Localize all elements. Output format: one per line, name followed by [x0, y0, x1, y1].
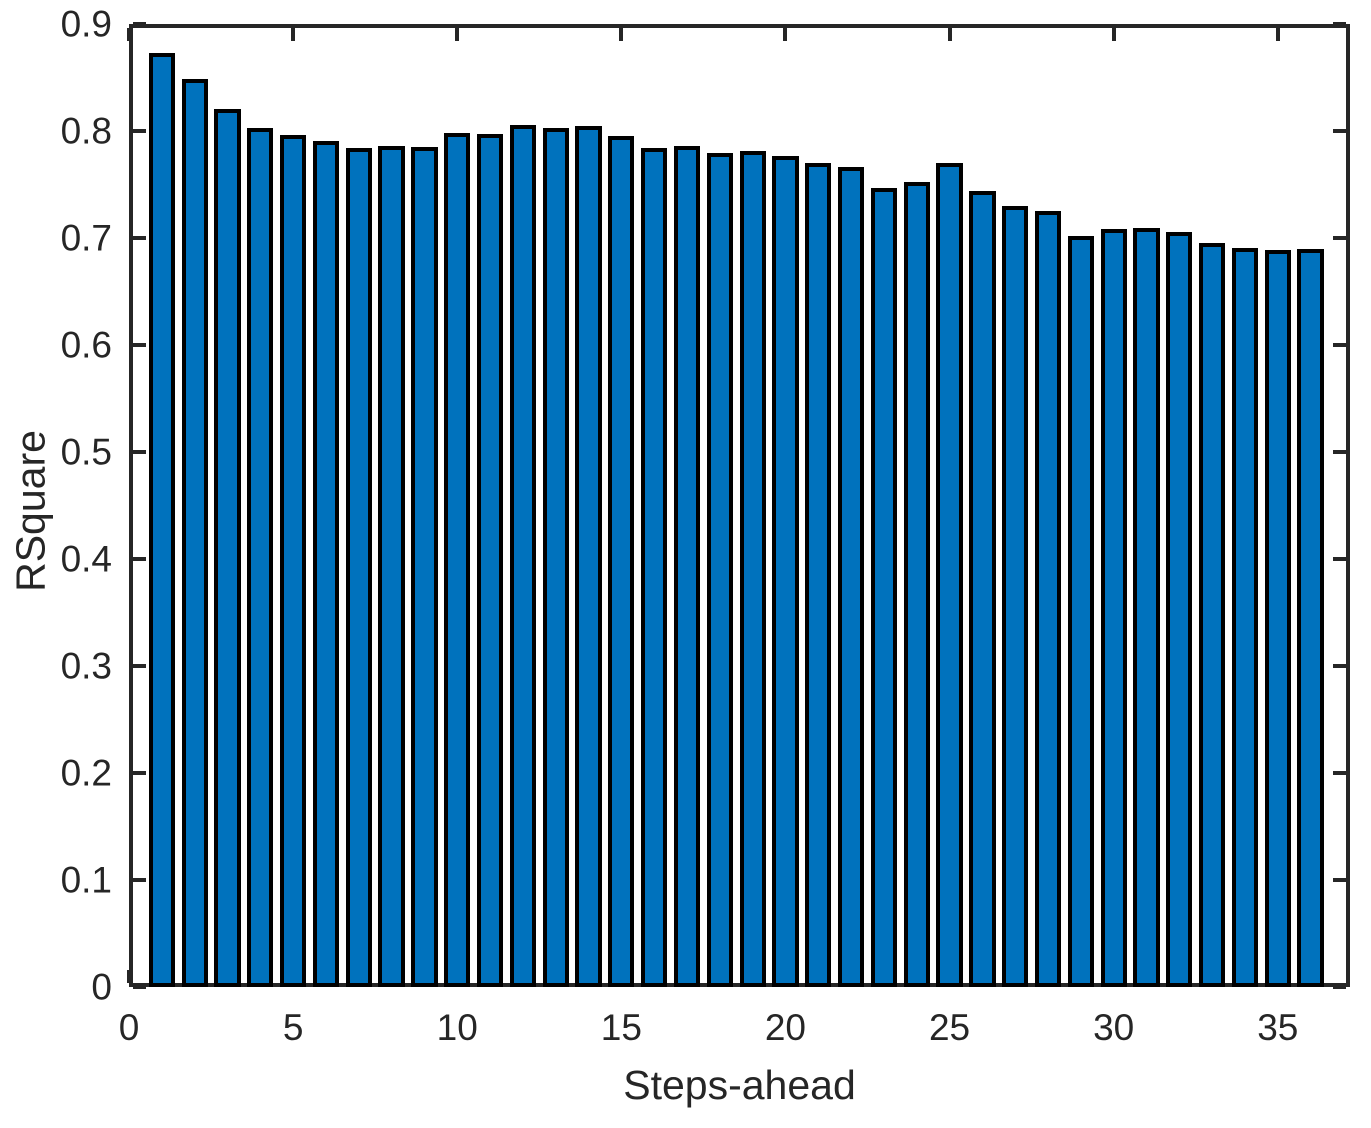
bar	[1002, 205, 1029, 987]
y-tick-label: 0.7	[60, 217, 112, 259]
plot-area: 0 5 10 15 20 25 30 35 0 0.1 0.2 0.3 0.4 0.5 0.6 0.7 0.8 0…	[61, 6, 1350, 1106]
bar	[903, 182, 930, 987]
bar	[411, 147, 438, 987]
bar	[476, 134, 504, 987]
bar	[1067, 235, 1094, 987]
y-axis-tick	[1333, 22, 1346, 26]
bar	[1199, 243, 1226, 987]
x-tick-label: 25	[928, 1007, 971, 1048]
bar	[444, 133, 471, 987]
bar	[148, 52, 175, 987]
y-axis-tick	[1333, 449, 1346, 454]
bar	[772, 155, 799, 987]
bar	[1297, 248, 1324, 987]
y-axis-tick	[1333, 342, 1346, 347]
bar	[542, 127, 569, 987]
x-tick-label: 0	[118, 1007, 140, 1048]
y-axis-label: RSquare	[7, 430, 54, 592]
x-axis-tick	[127, 28, 131, 41]
bar	[509, 124, 536, 987]
x-axis-tick	[783, 28, 788, 41]
y-tick-label: 0.1	[60, 859, 112, 901]
x-axis-tick	[619, 28, 624, 41]
bar	[837, 167, 865, 987]
bar	[805, 163, 832, 987]
bar	[1231, 247, 1259, 987]
bar	[870, 187, 898, 987]
bar	[1166, 231, 1193, 987]
bar	[739, 151, 766, 987]
y-axis-tick	[133, 128, 146, 133]
x-tick-label: 15	[600, 1007, 642, 1048]
x-tick-label: 5	[282, 1007, 304, 1048]
y-axis-tick	[1333, 985, 1346, 989]
y-axis-tick	[1333, 128, 1346, 133]
bar	[1264, 249, 1291, 987]
bar	[378, 145, 405, 987]
x-axis-tick	[455, 28, 460, 41]
y-tick-label: 0.8	[60, 110, 112, 152]
y-axis-tick	[133, 985, 146, 989]
y-axis-tick	[1333, 663, 1346, 668]
y-axis-tick	[1333, 557, 1346, 561]
x-axis-tick	[1111, 28, 1116, 41]
bar	[575, 125, 602, 987]
x-tick-label: 30	[1093, 1007, 1135, 1048]
y-tick-label: 0.2	[60, 752, 112, 794]
x-axis-label: Steps-ahead	[623, 1062, 856, 1108]
y-axis-tick	[133, 663, 146, 668]
y-axis-tick	[1333, 235, 1346, 240]
bar	[279, 135, 307, 987]
y-tick-label: 0.6	[60, 324, 112, 366]
y-axis-tick	[1333, 771, 1346, 775]
x-axis-tick	[947, 28, 952, 41]
bar	[673, 145, 701, 987]
x-axis-tick	[1275, 28, 1280, 41]
bar	[641, 148, 668, 987]
bar	[214, 108, 241, 987]
y-tick-label: 0.3	[60, 645, 112, 687]
y-axis-tick	[133, 877, 146, 882]
y-axis-tick	[1333, 877, 1346, 882]
x-tick-label: 10	[436, 1007, 478, 1048]
bars-layer	[129, 24, 1350, 987]
bar	[181, 78, 208, 987]
y-axis-tick	[133, 235, 146, 240]
bar	[969, 190, 996, 987]
x-axis-tick	[291, 28, 296, 41]
y-tick-label: 0	[91, 966, 112, 1008]
y-axis-tick	[133, 771, 146, 775]
bar	[1100, 229, 1127, 987]
y-axis-tick	[133, 22, 146, 26]
bar	[706, 153, 733, 987]
bar	[936, 163, 963, 987]
y-axis-tick	[133, 342, 146, 347]
x-tick-label: 20	[764, 1007, 807, 1048]
bar	[1133, 228, 1160, 987]
y-tick-label: 0.4	[60, 538, 112, 580]
x-axis-tick	[127, 970, 131, 983]
bar	[247, 127, 274, 987]
y-axis-tick	[133, 557, 146, 561]
y-tick-label: 0.5	[60, 431, 112, 473]
bar	[608, 136, 635, 987]
x-tick-label: 35	[1257, 1007, 1299, 1048]
bar	[312, 140, 340, 987]
y-axis-tick	[133, 449, 146, 454]
bar	[345, 148, 372, 987]
y-tick-label: 0.9	[60, 3, 112, 45]
bar	[1034, 211, 1062, 987]
